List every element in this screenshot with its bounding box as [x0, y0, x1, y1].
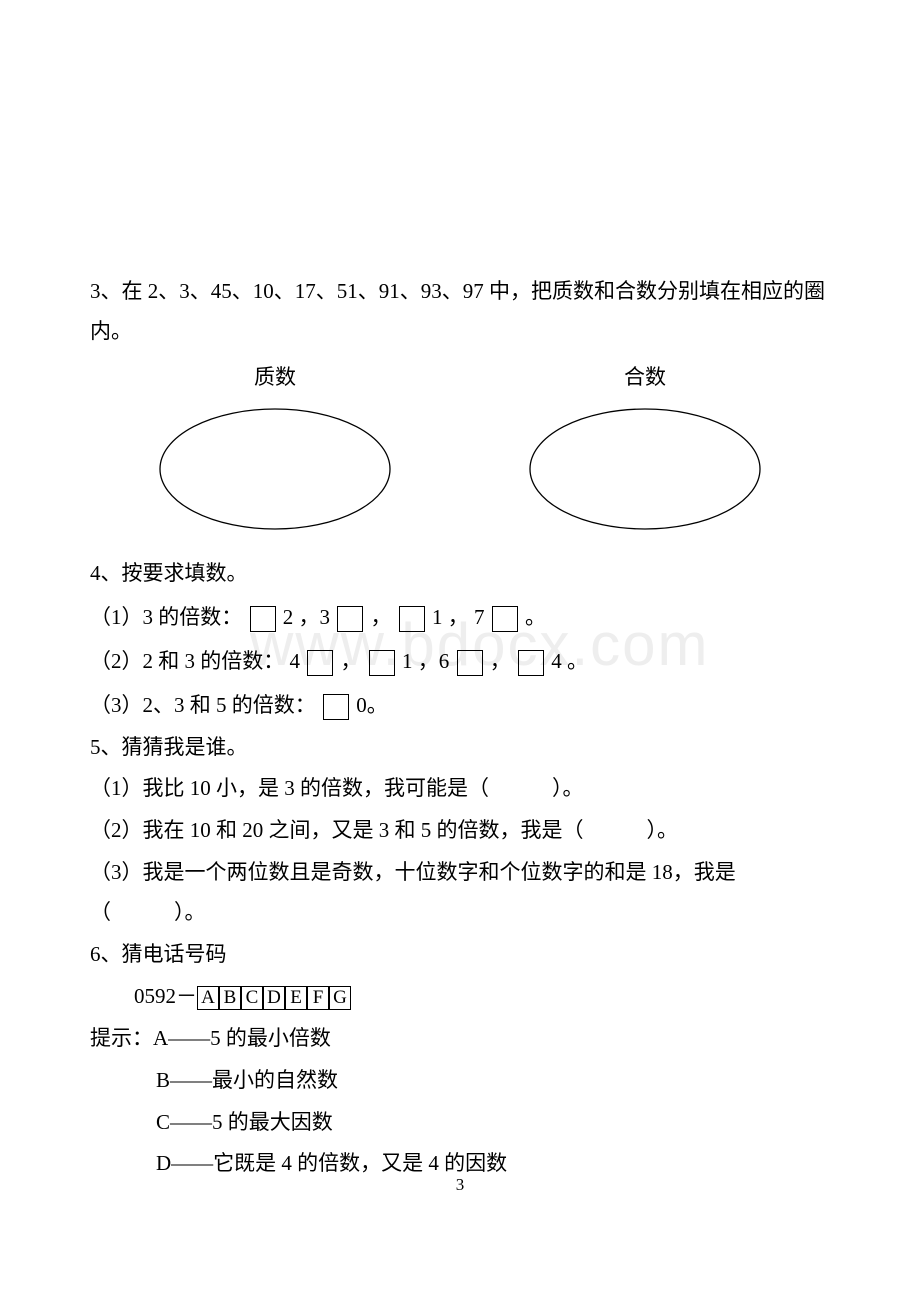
- prime-oval: [155, 404, 395, 534]
- q6-hint-a: A——5 的最小倍数: [153, 1026, 331, 1050]
- letter-box-d[interactable]: D: [263, 986, 285, 1010]
- q4-l2-d: ，: [490, 649, 511, 673]
- blank-box[interactable]: [369, 650, 395, 676]
- q6-phone: 0592－ABCDEFG: [90, 977, 830, 1017]
- q4-l2-c: 1 ，6: [402, 649, 449, 673]
- q4-line3: （3）2、3 和 5 的倍数： 0。: [90, 684, 830, 726]
- q4-l2-a: （2）2 和 3 的倍数： 4: [90, 649, 300, 673]
- q5-title: 5、猜猜我是谁。: [90, 728, 830, 768]
- q6-hint-b: B——最小的自然数: [90, 1061, 830, 1101]
- letter-box-e[interactable]: E: [285, 986, 307, 1010]
- q4-l1-b: 2 ，3: [283, 605, 330, 629]
- q5-line3: （3）我是一个两位数且是奇数，十位数字和个位数字的和是 18，我是（ ）。: [90, 853, 830, 933]
- prime-group: 质数: [155, 358, 395, 534]
- letter-box-f[interactable]: F: [307, 986, 329, 1010]
- q6-hint-label: 提示：: [90, 1026, 153, 1050]
- letter-box-g[interactable]: G: [329, 986, 351, 1010]
- ovals-row: 质数 合数: [90, 358, 830, 534]
- q4-line1: （1）3 的倍数： 2 ，3 ， 1 ， 7 。: [90, 596, 830, 638]
- q6-prefix: 0592－: [134, 984, 197, 1008]
- composite-group: 合数: [525, 358, 765, 534]
- q4-l3-b: 0。: [356, 693, 388, 717]
- page-content: 3、在 2、3、45、10、17、51、91、93、97 中，把质数和合数分别填…: [0, 0, 920, 1246]
- blank-box[interactable]: [492, 606, 518, 632]
- q4-l2-b: ，: [341, 649, 362, 673]
- q4-title: 4、按要求填数。: [90, 554, 830, 594]
- q5-line2: （2）我在 10 和 20 之间，又是 3 和 5 的倍数，我是（ ）。: [90, 811, 830, 851]
- q4-l3-a: （3）2、3 和 5 的倍数：: [90, 693, 316, 717]
- q4-line2: （2）2 和 3 的倍数： 4 ， 1 ，6 ， 4 。: [90, 640, 830, 682]
- blank-box[interactable]: [399, 606, 425, 632]
- q4-l1-a: （1）3 的倍数：: [90, 605, 242, 629]
- prime-label: 质数: [155, 358, 395, 398]
- letter-box-b[interactable]: B: [219, 986, 241, 1010]
- blank-box[interactable]: [337, 606, 363, 632]
- composite-oval: [525, 404, 765, 534]
- q5-line1: （1）我比 10 小，是 3 的倍数，我可能是（ ）。: [90, 769, 830, 809]
- blank-box[interactable]: [323, 694, 349, 720]
- q4-l1-c: ，: [371, 605, 392, 629]
- blank-box[interactable]: [457, 650, 483, 676]
- q6-hint-d: D——它既是 4 的倍数，又是 4 的因数: [90, 1144, 830, 1184]
- blank-box[interactable]: [307, 650, 333, 676]
- q4-l2-e: 4 。: [551, 649, 588, 673]
- composite-label: 合数: [525, 358, 765, 398]
- q6-hint-c: C——5 的最大因数: [90, 1103, 830, 1143]
- q6-title: 6、猜电话号码: [90, 935, 830, 975]
- letter-box-c[interactable]: C: [241, 986, 263, 1010]
- blank-box[interactable]: [518, 650, 544, 676]
- blank-box[interactable]: [250, 606, 276, 632]
- q6-hints: 提示：A——5 的最小倍数: [90, 1019, 830, 1059]
- q4-l1-d: 1 ， 7: [432, 605, 485, 629]
- q4-l1-e: 。: [525, 605, 546, 629]
- letter-box-a[interactable]: A: [197, 986, 219, 1010]
- q3-text: 3、在 2、3、45、10、17、51、91、93、97 中，把质数和合数分别填…: [90, 272, 830, 352]
